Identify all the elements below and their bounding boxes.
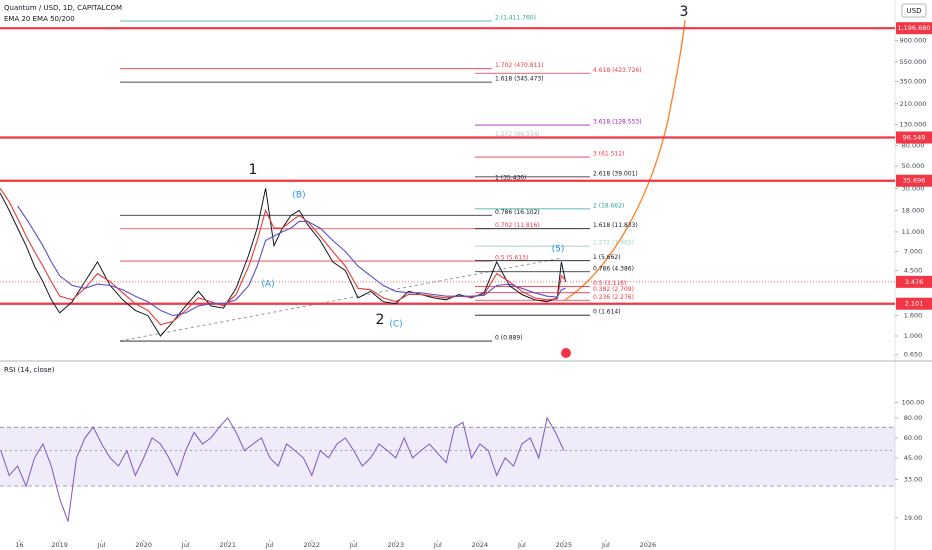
x-tick-label: 2026 — [640, 541, 657, 549]
wave-label: (A) — [261, 280, 274, 290]
fib-label: 0.236 (2.276) — [593, 294, 634, 301]
x-tick-label: 2019 — [51, 541, 68, 549]
y-tick-label: 210.000 — [900, 100, 927, 108]
fib-label: 1.702 (470.811) — [495, 62, 544, 69]
y-tick-label: 11.000 — [902, 228, 925, 236]
fib-label: 0.5 (5.613) — [495, 255, 528, 262]
series-line — [17, 205, 566, 317]
x-tick-label: 2023 — [388, 541, 405, 549]
chart-title: Quantum / USD, 1D, CAPITALCOM — [4, 4, 122, 12]
fib-label: 1.272 (7.902) — [593, 240, 634, 247]
fib-label: 0.5 (3.118) — [593, 280, 626, 287]
fib-label: 1.618 (11.833) — [593, 222, 638, 229]
fib-label: 1 (5.662) — [593, 254, 621, 261]
x-tick-label: 2022 — [304, 541, 321, 549]
fib-label: 0 (0.889) — [495, 335, 523, 342]
wave-label: (B) — [292, 191, 305, 201]
fib-label: 1 (35.430) — [495, 175, 526, 182]
wave-label: 3 — [680, 4, 689, 20]
y-tick-label: 30.000 — [902, 184, 925, 192]
wave-label: 1 — [249, 162, 258, 178]
fib-label: 3 (61.512) — [593, 151, 624, 158]
x-tick-label: 2025 — [556, 541, 573, 549]
price-badge — [896, 297, 932, 310]
indicator-title: EMA 20 EMA 50/200 — [4, 15, 75, 23]
y-tick-label: 1.600 — [904, 312, 923, 320]
x-tick-label: 2024 — [472, 541, 489, 549]
currency-label: USD — [907, 7, 922, 15]
price-badge — [896, 131, 932, 144]
price-badge — [896, 174, 932, 187]
fib-label: 0.382 (2.709) — [593, 286, 634, 293]
y-tick-label: 550.000 — [900, 58, 927, 66]
fib-label: 0.786 (16.102) — [495, 209, 540, 216]
fib-label: 0 (1.614) — [593, 309, 621, 316]
series-line — [0, 416, 565, 522]
y-tick-label: 19.00 — [904, 514, 923, 522]
y-tick-label: 60.00 — [904, 434, 923, 442]
x-tick-label: 2021 — [219, 541, 236, 549]
fib-label: 0.786 (4.386) — [593, 265, 634, 272]
y-tick-label: 0.650 — [904, 351, 923, 359]
fib-label: 2 (18.662) — [593, 202, 624, 209]
price-badge-label: 2.101 — [905, 300, 924, 308]
y-tick-label: 50.000 — [902, 162, 925, 170]
y-tick-label: 18.000 — [902, 206, 925, 214]
x-tick-label: 2020 — [135, 541, 152, 549]
currency-badge[interactable] — [901, 3, 927, 18]
wave-label: 2 — [376, 312, 385, 328]
price-badge-label: 1,196.680 — [897, 24, 930, 32]
fib-label: 2 (1,411.760) — [495, 15, 536, 22]
wave-label: (5) — [552, 245, 565, 255]
y-tick-label: 7.000 — [904, 247, 923, 255]
x-tick-label: Jul — [97, 541, 106, 549]
fib-label: 0.702 (11.816) — [495, 222, 540, 229]
y-tick-label: 100.00 — [902, 398, 925, 406]
y-tick-label: 33.00 — [904, 475, 923, 483]
x-tick-label: 16 — [15, 541, 23, 549]
projection-curve — [564, 19, 686, 301]
fib-label: 3.618 (128.553) — [593, 119, 642, 126]
rsi-title: RSI (14, close) — [4, 366, 55, 374]
x-tick-label: Jul — [349, 541, 358, 549]
y-tick-label: 350.000 — [900, 78, 927, 86]
fib-label: 1.272 (96.534) — [495, 131, 540, 138]
x-tick-label: Jul — [601, 541, 610, 549]
x-tick-label: Jul — [433, 541, 442, 549]
x-tick-label: Jul — [517, 541, 526, 549]
event-icon[interactable] — [561, 348, 571, 358]
price-badge-label: 96.549 — [903, 134, 926, 142]
price-badge-label: 35.696 — [903, 177, 926, 185]
y-tick-label: 900.000 — [900, 37, 927, 45]
y-tick-label: 1.000 — [904, 332, 923, 340]
fib-label: 1.618 (345.473) — [495, 76, 544, 83]
last-price-label: 3.476 — [905, 278, 924, 286]
x-tick-label: Jul — [181, 541, 190, 549]
wave-label: (C) — [389, 320, 402, 330]
y-tick-label: 45.00 — [904, 454, 923, 462]
fib-label: 4.618 (423.726) — [593, 67, 642, 74]
y-tick-label: 80.000 — [902, 142, 925, 150]
price-badge — [896, 22, 932, 35]
y-tick-label: 130.000 — [900, 121, 927, 129]
last-price-badge — [896, 275, 932, 288]
x-tick-label: Jul — [265, 541, 274, 549]
fib-label: 2.618 (39.001) — [593, 170, 638, 177]
y-tick-label: 80.00 — [904, 414, 923, 422]
y-tick-label: 4.500 — [904, 267, 923, 275]
